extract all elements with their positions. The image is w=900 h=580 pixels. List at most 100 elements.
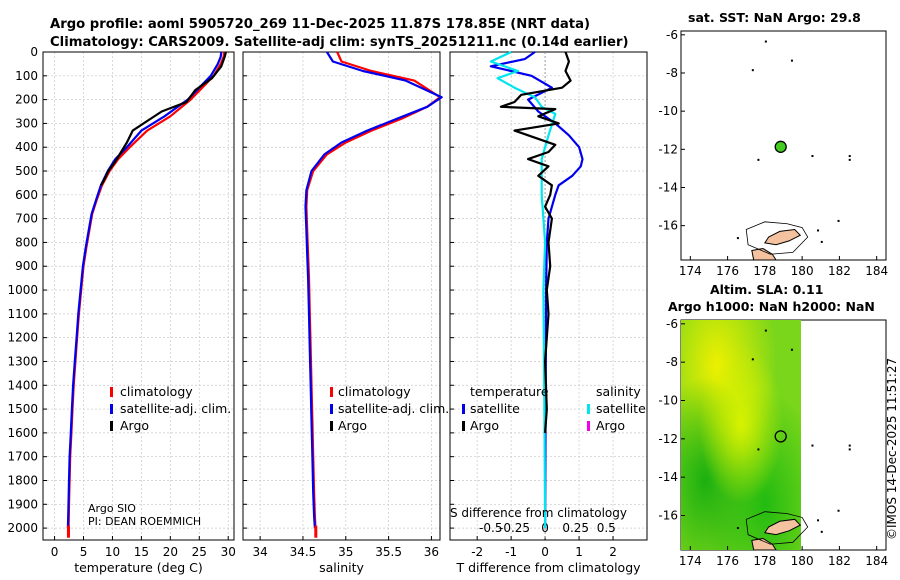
x-tick-label: 36 bbox=[424, 545, 439, 559]
island-dot bbox=[751, 69, 754, 72]
legend-satellite-label: satellite-adj. clim. bbox=[338, 401, 449, 416]
y-tick-label: 1600 bbox=[7, 426, 38, 440]
legend-temperature-title: temperature bbox=[470, 384, 549, 399]
plot-frame bbox=[42, 51, 235, 541]
island-dot bbox=[837, 509, 840, 512]
island-dot bbox=[790, 59, 793, 62]
x-tick-label: 0 bbox=[541, 545, 549, 559]
map-x-tick-label: 176 bbox=[716, 264, 739, 278]
island-dot bbox=[764, 329, 767, 332]
x-tick-label: 35.5 bbox=[375, 545, 402, 559]
island-dot bbox=[848, 448, 851, 451]
legend-sal-satellite-swatch bbox=[587, 404, 590, 414]
climatology-bottom-marker bbox=[314, 525, 318, 538]
island-dot bbox=[848, 444, 851, 447]
sst-map-title: sat. SST: NaN Argo: 29.8 bbox=[688, 10, 861, 25]
x-tick-label: 34.5 bbox=[290, 545, 317, 559]
series-line bbox=[489, 51, 584, 529]
sla-map-title-line-1: Altim. SLA: 0.11 bbox=[710, 282, 823, 297]
y-tick-label: 1800 bbox=[7, 473, 38, 487]
map-y-tick-label: -6 bbox=[666, 317, 678, 331]
y-tick-label: 100 bbox=[15, 69, 38, 83]
title-line-2: Climatology: CARS2009. Satellite-adj cli… bbox=[50, 35, 628, 50]
island-dot bbox=[848, 158, 851, 161]
map-y-tick-label: -8 bbox=[666, 355, 678, 369]
x-tick-label: -2 bbox=[471, 545, 483, 559]
y-tick-label: 600 bbox=[15, 188, 38, 202]
map-x-tick-label: 174 bbox=[679, 554, 702, 568]
temperature-legend: climatology satellite-adj. clim. Argo bbox=[110, 384, 231, 433]
map-y-tick-label: -10 bbox=[658, 394, 678, 408]
series-line bbox=[499, 51, 572, 433]
x-tick-label: 10 bbox=[105, 545, 120, 559]
sla-heatmap-shade-4 bbox=[681, 320, 801, 550]
map-x-tick-label: 176 bbox=[716, 554, 739, 568]
y-tick-label: 800 bbox=[15, 235, 38, 249]
map-y-tick-label: -14 bbox=[658, 470, 678, 484]
plot-frame bbox=[242, 51, 441, 541]
legend-argo-label: Argo bbox=[120, 418, 149, 433]
argo-float-marker bbox=[774, 140, 787, 153]
y-tick-label: 0 bbox=[30, 45, 38, 59]
y-tick-label: 1300 bbox=[7, 354, 38, 368]
map-x-tick-label: 182 bbox=[828, 554, 851, 568]
legend-climatology-swatch bbox=[110, 387, 113, 397]
map-y-tick-label: -16 bbox=[658, 509, 678, 523]
x-tick-label: 2 bbox=[609, 545, 617, 559]
legend-sal-argo-label: Argo bbox=[596, 418, 625, 433]
map-x-tick-label: 174 bbox=[679, 264, 702, 278]
y-tick-label: 700 bbox=[15, 212, 38, 226]
annotation-pi: PI: DEAN ROEMMICH bbox=[88, 515, 201, 528]
series-line bbox=[67, 51, 226, 536]
top-tick-label: -0.5 bbox=[479, 521, 502, 535]
y-tick-label: 1400 bbox=[7, 378, 38, 392]
x-tick-label: 0 bbox=[51, 545, 59, 559]
top-tick-label: 0.5 bbox=[597, 521, 616, 535]
legend-temp-argo-swatch bbox=[462, 421, 465, 431]
annotation-argo-sio: Argo SIO bbox=[88, 502, 136, 515]
x-axis-label: T difference from climatology bbox=[455, 560, 641, 575]
map-y-tick-label: -8 bbox=[666, 66, 678, 80]
y-tick-label: 200 bbox=[15, 93, 38, 107]
x-tick-label: 20 bbox=[163, 545, 178, 559]
map-x-tick-label: 178 bbox=[753, 554, 776, 568]
landmass bbox=[751, 537, 777, 551]
island-dot bbox=[817, 229, 820, 232]
x-axis-label: salinity bbox=[319, 560, 364, 575]
x-axis-label: temperature (deg C) bbox=[74, 560, 203, 575]
landmass bbox=[764, 518, 802, 536]
y-tick-label: 500 bbox=[15, 164, 38, 178]
sla-map: 174 176 178 180 182 184 -6 -8 -10 -12 -14 -16 bbox=[658, 317, 888, 568]
island-dot bbox=[811, 155, 814, 158]
island-dot bbox=[837, 219, 840, 222]
map-x-tick-label: 182 bbox=[828, 264, 851, 278]
legend-sal-satellite-label: satellite bbox=[596, 401, 646, 416]
legend-temp-satellite-swatch bbox=[462, 404, 465, 414]
x-tick-label: 30 bbox=[221, 545, 236, 559]
island-dot bbox=[811, 444, 814, 447]
x-tick-label: 1 bbox=[575, 545, 583, 559]
map-y-tick-label: -6 bbox=[666, 28, 678, 42]
legend-climatology-label: climatology bbox=[120, 384, 193, 399]
sst-map: 174 176 178 180 182 184 -6 -8 -10 -12 -14 -16 bbox=[658, 28, 888, 278]
island-dot bbox=[751, 358, 754, 361]
s-difference-axis-label: S difference from climatology bbox=[450, 506, 627, 520]
y-tick-label: 2000 bbox=[7, 521, 38, 535]
map-y-tick-label: -12 bbox=[658, 142, 678, 156]
series-line bbox=[305, 51, 442, 536]
y-tick-label: 1100 bbox=[7, 307, 38, 321]
y-tick-label: 1500 bbox=[7, 402, 38, 416]
temperature-panel: 0100200300400500600700800900100011001200… bbox=[7, 45, 235, 575]
argo-float-marker bbox=[774, 430, 787, 443]
difference-legend: temperature salinity satellite Argo sate… bbox=[462, 384, 646, 433]
reef-outline bbox=[745, 221, 809, 255]
series-line bbox=[304, 51, 443, 529]
map-x-tick-label: 180 bbox=[791, 264, 814, 278]
legend-salinity-title: salinity bbox=[596, 384, 641, 399]
y-tick-label: 400 bbox=[15, 140, 38, 154]
island-dot bbox=[817, 519, 820, 522]
island-dot bbox=[820, 240, 823, 243]
sla-map-title-line-2: Argo h1000: NaN h2000: NaN bbox=[668, 299, 875, 314]
legend-temp-argo-label: Argo bbox=[470, 418, 499, 433]
